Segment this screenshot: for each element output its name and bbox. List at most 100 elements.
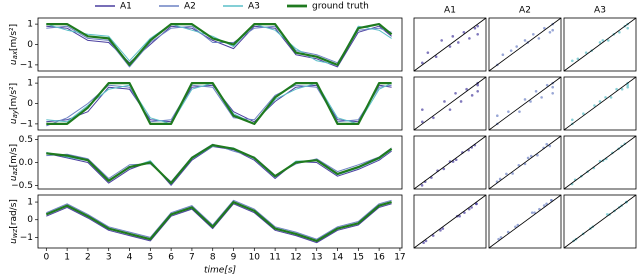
scatter-point (626, 26, 629, 30)
scatter-point (420, 184, 424, 187)
identity-line (563, 76, 637, 131)
scatter-point (440, 39, 443, 42)
plot-frame (37, 17, 403, 72)
y-label-sub: wz (11, 228, 19, 238)
series-line (46, 82, 392, 125)
scatter-point (465, 87, 468, 91)
x-tick-label: 10 (249, 253, 261, 263)
scatter-point (545, 142, 549, 146)
scatter-point (458, 214, 461, 218)
x-tick-label: 0 (43, 253, 49, 263)
series-line (46, 143, 392, 183)
y-tick-label: −0.5 (11, 181, 33, 191)
x-label: time[s] (204, 266, 237, 276)
scatter-point (584, 51, 588, 54)
series-line (46, 199, 392, 240)
scatter-point (424, 239, 428, 243)
scatter-point (506, 230, 510, 234)
scatter-point (548, 144, 552, 148)
identity-line (488, 17, 562, 72)
scatter-point (470, 206, 473, 209)
scatter-point (507, 110, 510, 113)
scatter-point (533, 211, 536, 214)
scatter-point (601, 39, 605, 42)
scatter-frame (488, 194, 562, 249)
scatter-point (476, 33, 479, 36)
scatter-frame (413, 135, 487, 190)
scatter-point (538, 207, 541, 211)
scatter-point (448, 45, 452, 48)
x-tick-label: 2 (85, 253, 91, 263)
scatter-frame (413, 194, 487, 249)
scatter-point (421, 108, 424, 111)
x-tick-label: 7 (189, 253, 195, 263)
legend-label: A3 (248, 2, 260, 12)
scatter-point (620, 87, 624, 91)
series-line (46, 25, 392, 68)
scatter-point (626, 85, 629, 89)
scatter-point (517, 163, 521, 167)
y-label-unit: [rad/s] (9, 199, 19, 229)
scatter-point (476, 24, 479, 28)
scatter-point (551, 92, 554, 95)
scatter-point (529, 100, 532, 103)
scatter-point (551, 28, 554, 32)
scatter-point (467, 207, 471, 211)
scatter-point (442, 167, 446, 171)
scatter-point (463, 211, 466, 214)
identity-line (563, 17, 637, 72)
scatter-point (516, 223, 520, 227)
scatter-point (457, 41, 460, 44)
x-tick-label: 9 (231, 253, 237, 263)
scatter-point (540, 96, 543, 99)
scatter-point (523, 39, 527, 42)
identity-line (413, 135, 487, 190)
identity-line (563, 135, 637, 190)
scatter-point (432, 116, 435, 120)
scatter-frame (563, 194, 637, 249)
scatter-point (441, 227, 445, 230)
scatter-frame (563, 76, 637, 131)
scatter-point (434, 55, 438, 59)
x-tick-label: 5 (147, 253, 153, 263)
y-tick-label: 1 (27, 79, 33, 89)
scatter-point (476, 89, 479, 93)
identity-line (413, 76, 487, 131)
scatter-point (496, 114, 499, 118)
series-line (46, 145, 392, 185)
panel-title: A3 (594, 6, 606, 16)
y-label-unit: [m/s²] (9, 24, 19, 51)
legend-label: A1 (120, 2, 132, 12)
scatter-point (609, 96, 613, 99)
scatter-point (459, 100, 463, 103)
scatter-point (582, 112, 585, 115)
scatter-point (454, 92, 457, 95)
y-label-sub: ay (11, 109, 19, 118)
scatter-point (505, 172, 508, 176)
scatter-point (451, 35, 455, 38)
y-tick-label: 0.5 (19, 135, 33, 145)
series-line (46, 146, 392, 186)
scatter-point (618, 30, 621, 34)
scatter-point (598, 100, 602, 103)
series-line (46, 23, 393, 66)
x-tick-label: 6 (168, 253, 174, 263)
series-line (46, 144, 393, 185)
legend-label: A2 (184, 2, 196, 12)
identity-line (488, 135, 562, 190)
scatter-point (422, 241, 425, 244)
identity-line (488, 76, 562, 131)
scatter-point (518, 110, 521, 113)
scatter-point (448, 108, 452, 111)
scatter-point (499, 236, 503, 239)
scatter-point (511, 172, 514, 175)
x-tick-label: 4 (127, 253, 133, 263)
scatter-point (443, 100, 446, 103)
scatter-point (526, 156, 530, 160)
scatter-frame (488, 17, 562, 72)
y-label-sub: ax (11, 50, 19, 59)
x-tick-label: 15 (353, 253, 364, 263)
scatter-point (439, 229, 442, 232)
x-tick-label: 17 (394, 253, 405, 263)
scatter-point (607, 39, 610, 42)
